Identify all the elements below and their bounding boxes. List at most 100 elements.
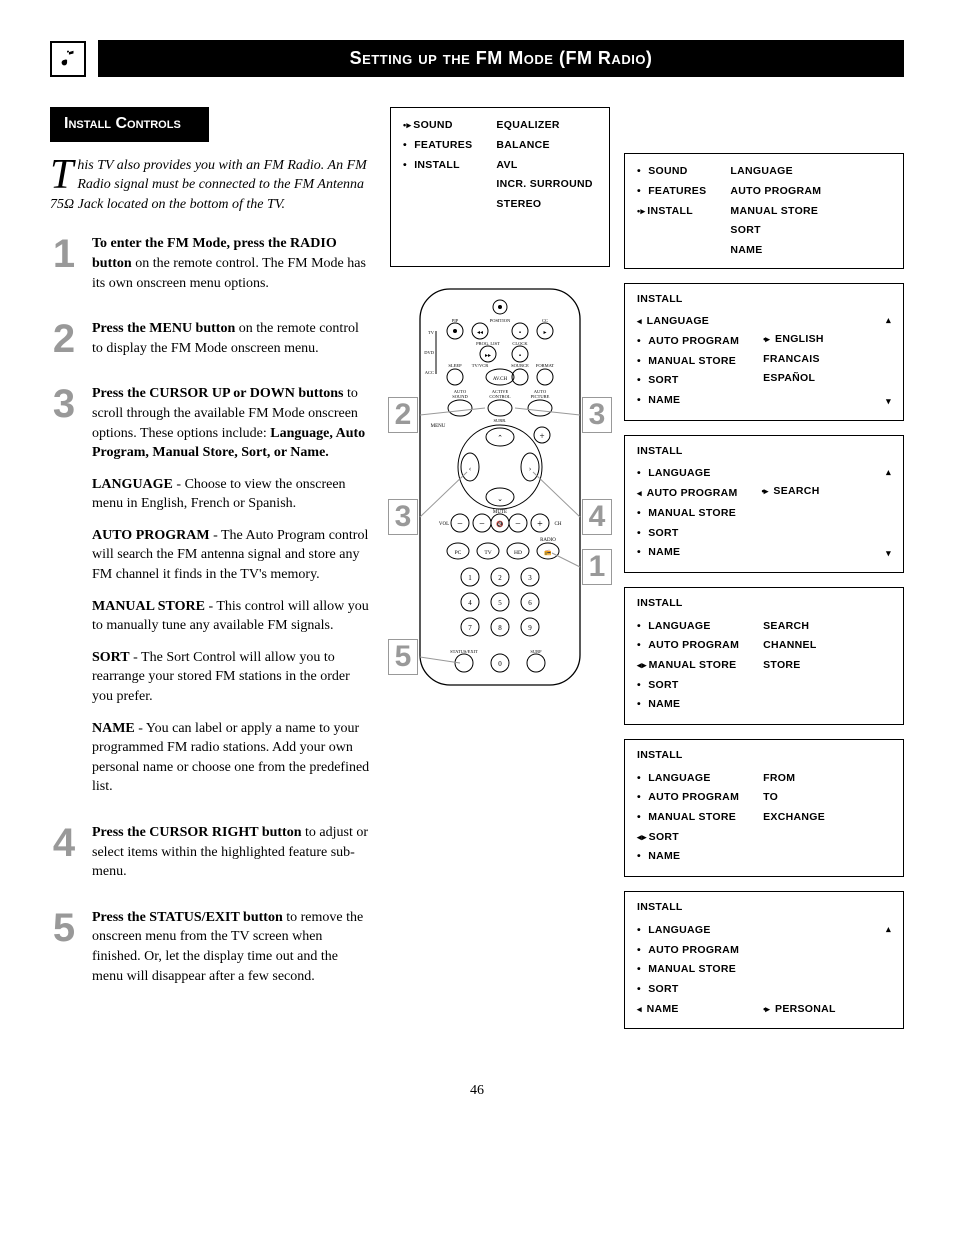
svg-text:▸: ▸ [543, 330, 546, 336]
menu-sound-box: •▸SOUND• FEATURES• INSTALL EQUALIZERBALA… [390, 107, 610, 267]
menu-item: •▸INSTALL [637, 204, 706, 219]
svg-text:POSITION: POSITION [490, 318, 511, 323]
menu-item: • NAME [637, 849, 739, 864]
svg-text:ACC: ACC [425, 370, 434, 375]
menu-item: EQUALIZER [496, 118, 592, 133]
step-number: 1 [50, 234, 78, 274]
menu-item: • SORT [637, 526, 738, 541]
panel-title: INSTALL [637, 900, 891, 915]
menu-item: ◂ AUTO PROGRAM [637, 486, 738, 501]
step-number: 3 [50, 384, 78, 424]
svg-text:‹: ‹ [469, 465, 471, 473]
menu-item: ◂ LANGUAGE [637, 314, 739, 329]
svg-text:SURF: SURF [530, 649, 542, 654]
svg-text:TV: TV [484, 550, 491, 556]
section-heading: Install Controls [50, 107, 209, 141]
menu-install-top: • SOUND• FEATURES•▸INSTALL LANGUAGEAUTO … [624, 153, 904, 268]
step-paragraph: Press the CURSOR UP or DOWN buttons to s… [92, 384, 370, 462]
menu-option: •▸ SEARCH [762, 484, 891, 499]
step-paragraph: Press the CURSOR RIGHT button to adjust … [92, 823, 370, 882]
svg-text:CC: CC [542, 318, 548, 323]
install-panel: INSTALL◂ LANGUAGE• AUTO PROGRAM• MANUAL … [624, 283, 904, 421]
step-4: 4 Press the CURSOR RIGHT button to adjust… [50, 823, 370, 894]
figure-column: •▸SOUND• FEATURES• INSTALL EQUALIZERBALA… [390, 107, 904, 1057]
menu-option: ESPAÑOL [763, 371, 891, 386]
svg-text:CONTROL: CONTROL [489, 394, 511, 399]
menu-option: FRANCAIS [763, 352, 891, 367]
step-paragraph: To enter the FM Mode, press the RADIO bu… [92, 234, 370, 293]
menu-option: TO [763, 790, 891, 805]
svg-text:AV.CH: AV.CH [493, 377, 508, 382]
svg-text:−: − [457, 519, 463, 530]
step-body: Press the CURSOR UP or DOWN buttons to s… [92, 384, 370, 809]
menu-item: STEREO [496, 197, 592, 212]
install-panel: INSTALL• LANGUAGE• AUTO PROGRAM• MANUAL … [624, 739, 904, 877]
step-number: 2 [50, 319, 78, 359]
svg-text:DVD: DVD [424, 350, 434, 355]
svg-text:3: 3 [528, 574, 532, 582]
svg-text:HD: HD [514, 550, 522, 556]
svg-text:▪: ▪ [519, 330, 521, 336]
svg-text:5: 5 [498, 599, 502, 607]
svg-text:›: › [529, 465, 531, 473]
menu-item: LANGUAGE [730, 164, 821, 179]
svg-text:PC: PC [455, 550, 462, 556]
callout-3: 3 [388, 499, 418, 535]
svg-text:7: 7 [468, 624, 472, 632]
dropcap: T [50, 158, 73, 192]
step-1: 1 To enter the FM Mode, press the RADIO b… [50, 234, 370, 305]
svg-text:−: − [479, 519, 485, 530]
menu-item: • SORT [637, 982, 739, 997]
svg-text:8: 8 [498, 624, 502, 632]
step-paragraph: LANGUAGE - Choose to view the onscreen m… [92, 475, 370, 514]
svg-text:▪: ▪ [519, 353, 521, 359]
install-panel: INSTALL• LANGUAGE• AUTO PROGRAM• MANUAL … [624, 891, 904, 1029]
menu-item: • INSTALL [403, 158, 472, 173]
install-panel: INSTALL• LANGUAGE◂ AUTO PROGRAM• MANUAL … [624, 435, 904, 573]
menu-item: • SORT [637, 678, 739, 693]
header-row: Setting up the FM Mode (FM Radio) [50, 40, 904, 77]
svg-text:CH: CH [555, 522, 562, 527]
svg-text:2: 2 [498, 574, 502, 582]
menu-item: • AUTO PROGRAM [637, 334, 739, 349]
callout-4: 4 [582, 499, 612, 535]
menu-item: MANUAL STORE [730, 204, 821, 219]
menu-item: ◂ NAME [637, 1002, 739, 1017]
svg-text:🔇: 🔇 [496, 520, 504, 528]
remote-diagram: PIP POSITION CC ◂◂ ▪ ▸ TV DVD ACC PROG. [400, 287, 600, 687]
svg-text:RADIO: RADIO [540, 538, 556, 543]
svg-text:MENU: MENU [431, 424, 446, 429]
svg-text:1: 1 [468, 574, 472, 582]
svg-text:PICTURE: PICTURE [531, 394, 550, 399]
panel-title: INSTALL [637, 444, 891, 459]
intro-paragraph: This TV also provides you with an FM Rad… [50, 156, 370, 215]
svg-text:−: − [515, 519, 521, 530]
svg-text:SOUND: SOUND [452, 394, 468, 399]
step-number: 5 [50, 908, 78, 948]
menu-option: STORE [763, 658, 891, 673]
step-body: Press the STATUS/EXIT button to remove t… [92, 908, 370, 998]
menu-option: SEARCH [763, 619, 891, 634]
menu-item: • FEATURES [403, 138, 472, 153]
menu-item: • SOUND [637, 164, 706, 179]
svg-text:TV/VCR: TV/VCR [472, 363, 489, 368]
step-5: 5 Press the STATUS/EXIT button to remove … [50, 908, 370, 998]
panel-title: INSTALL [637, 292, 891, 307]
menu-item: NAME [730, 243, 821, 258]
step-2: 2 Press the MENU button on the remote con… [50, 319, 370, 370]
svg-text:SOURCE: SOURCE [511, 363, 529, 368]
step-body: Press the MENU button on the remote cont… [92, 319, 370, 370]
menu-item: • MANUAL STORE [637, 810, 739, 825]
svg-text:STATUS/EXIT: STATUS/EXIT [450, 649, 478, 654]
menu-item: • LANGUAGE [637, 771, 739, 786]
callout-5: 5 [388, 639, 418, 675]
menu-item: ◂▸MANUAL STORE [637, 658, 739, 673]
menu-item: ◂▸SORT [637, 830, 739, 845]
menu-option: •▸ ENGLISH [763, 332, 891, 347]
step-body: Press the CURSOR RIGHT button to adjust … [92, 823, 370, 894]
svg-text:TV: TV [428, 330, 435, 335]
step-number: 4 [50, 823, 78, 863]
step-paragraph: Press the STATUS/EXIT button to remove t… [92, 908, 370, 986]
menu-item: INCR. SURROUND [496, 177, 592, 192]
intro-body: his TV also provides you with an FM Radi… [50, 158, 367, 212]
